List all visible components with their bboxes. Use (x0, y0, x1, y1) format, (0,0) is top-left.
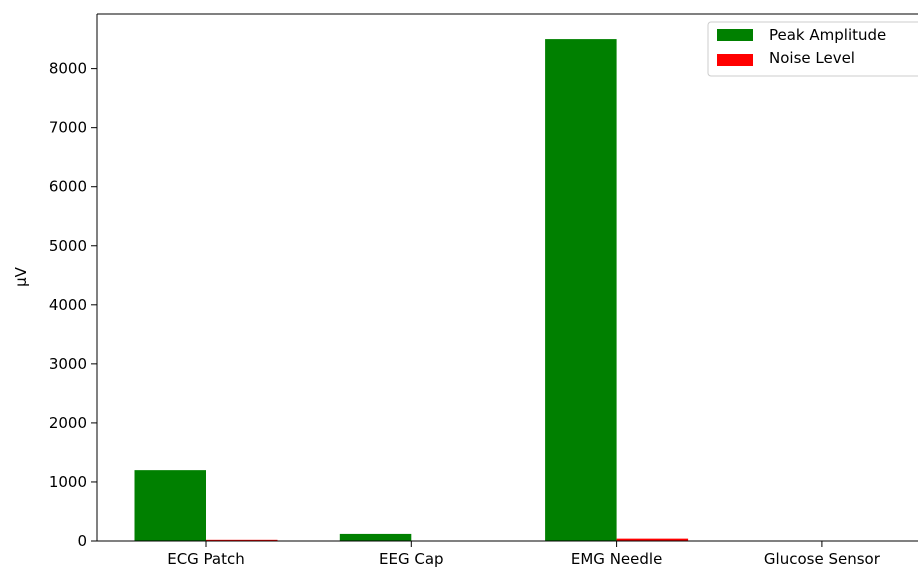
x-tick-label-emg-needle: EMG Needle (571, 550, 662, 568)
bar-peak-amplitude-ecg-patch (134, 470, 206, 541)
bar-peak-amplitude-emg-needle (545, 39, 617, 541)
y-tick-label: 2000 (49, 414, 87, 432)
y-tick-label: 3000 (49, 355, 87, 373)
bar-peak-amplitude-eeg-cap (339, 533, 412, 541)
legend-swatch-noise-level (717, 54, 753, 66)
x-ticks: ECG Patch EEG Cap EMG Needle Glucose Sensor (167, 541, 881, 568)
x-tick-label-glucose-sensor: Glucose Sensor (764, 550, 881, 568)
legend-label-peak-amplitude: Peak Amplitude (769, 26, 886, 44)
y-axis-label: µV (12, 266, 30, 287)
legend-label-noise-level: Noise Level (769, 49, 855, 67)
y-tick-label: 1000 (49, 473, 87, 491)
axes-layer (96, 13, 918, 542)
y-ticks: 0 1000 2000 3000 4000 5000 6000 7000 8000 (49, 60, 97, 550)
y-tick-label: 8000 (49, 60, 87, 78)
legend-frame (707, 21, 918, 77)
y-tick-label: 0 (77, 532, 87, 550)
y-tick-label: 7000 (49, 119, 87, 137)
bar-noise-level-ecg-patch (206, 539, 278, 541)
x-tick-label-ecg-patch: ECG Patch (167, 550, 245, 568)
legend-swatch-peak-amplitude (717, 29, 753, 41)
bars-layer (134, 39, 689, 541)
x-tick-label-eeg-cap: EEG Cap (379, 550, 444, 568)
y-tick-label: 6000 (49, 178, 87, 196)
y-tick-label: 4000 (49, 296, 87, 314)
bar-noise-level-emg-needle (616, 538, 689, 541)
y-tick-label: 5000 (49, 237, 87, 255)
legend: Peak Amplitude Noise Level (707, 21, 918, 77)
